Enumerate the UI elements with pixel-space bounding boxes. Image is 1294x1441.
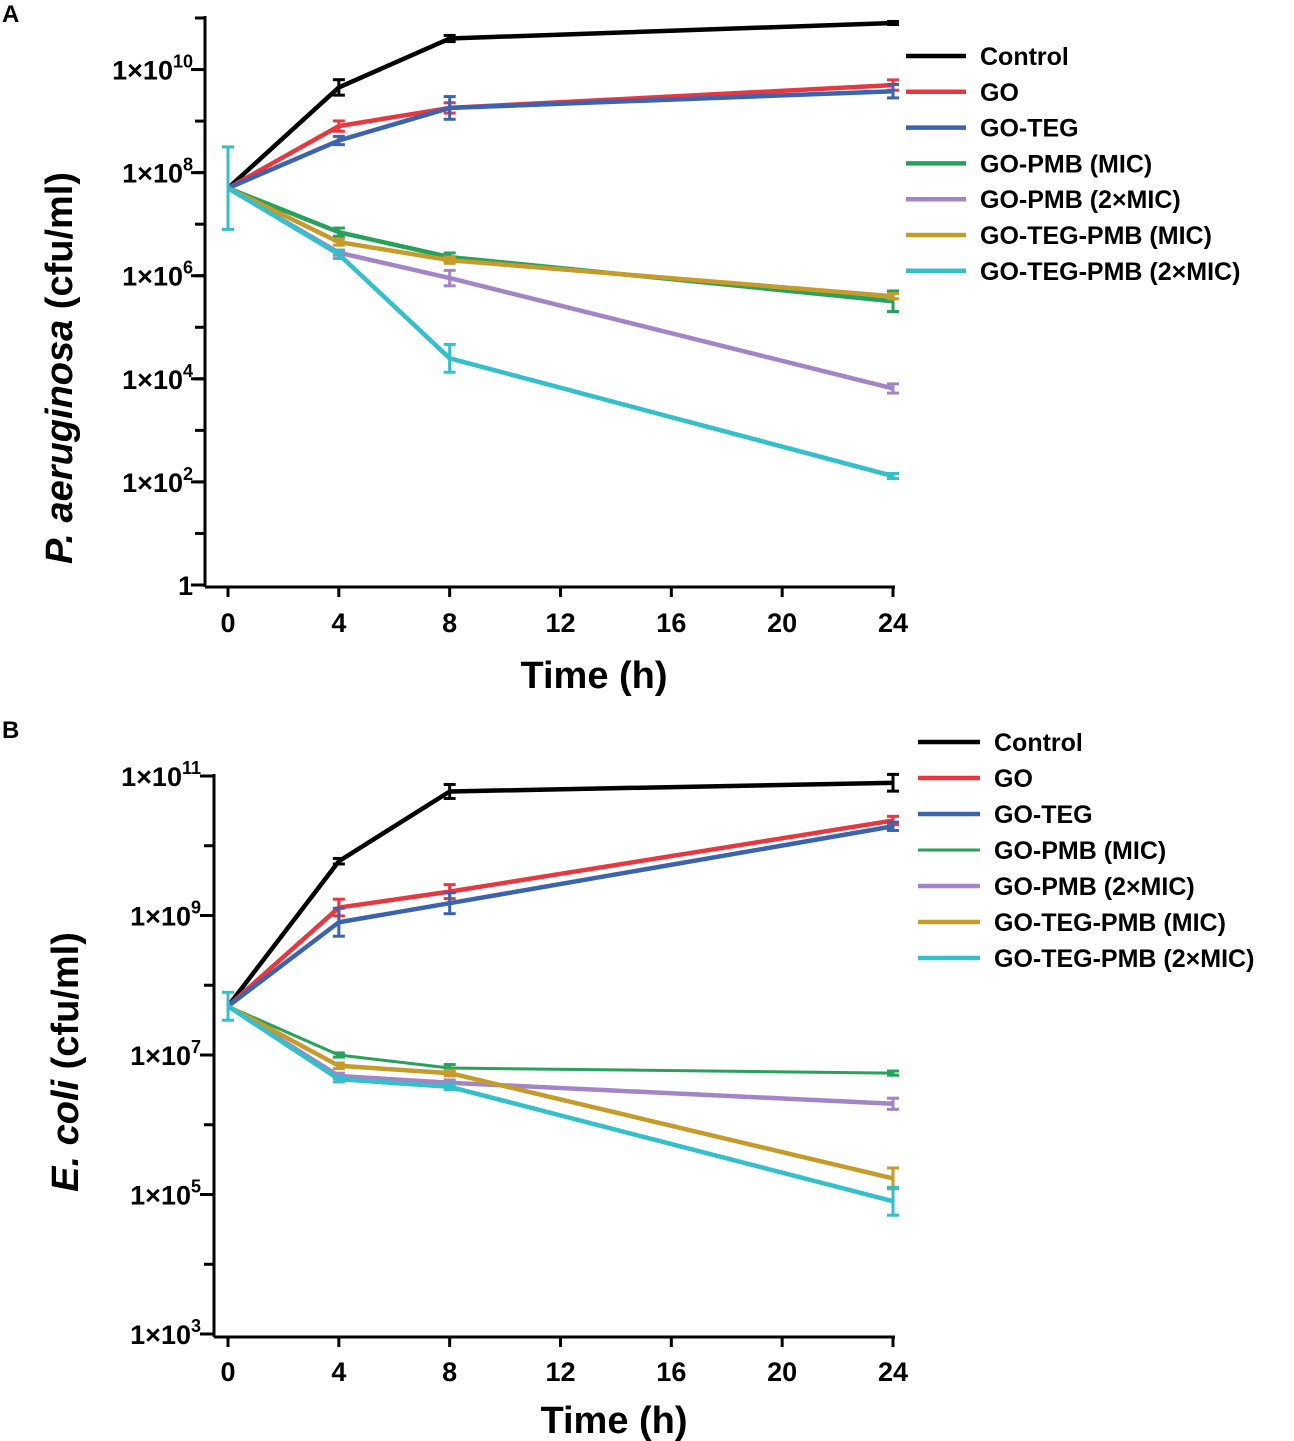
y-axis-title: E. coli (cfu/ml)	[45, 932, 87, 1192]
legend-label: GO-TEG	[994, 801, 1093, 829]
panel-label: B	[2, 717, 19, 744]
series-line	[226, 20, 894, 190]
legend-label: GO-PMB (MIC)	[994, 837, 1166, 865]
series-line	[226, 1004, 894, 1204]
x-tick-label: 16	[656, 1357, 686, 1387]
series-line	[226, 824, 894, 1009]
legend-label: GO-TEG-PMB (MIC)	[994, 909, 1226, 937]
legend-label: GO	[994, 765, 1033, 793]
y-tick-label: 1×1010	[112, 52, 193, 86]
series-line	[227, 88, 894, 191]
series-line	[227, 186, 894, 299]
y-tick-label: 1×107	[130, 1037, 201, 1071]
y-tick-label: 1×102	[122, 464, 193, 498]
series-control	[226, 19, 899, 190]
series-line	[226, 186, 894, 479]
legend-label: Control	[994, 729, 1083, 757]
series-go-teg	[226, 820, 899, 1009]
x-tick-label: 12	[545, 1357, 575, 1387]
y-tick-label: 1	[178, 571, 193, 601]
y-tick-label: 1×104	[122, 361, 193, 395]
series-line	[226, 82, 894, 191]
series-control	[226, 772, 899, 1008]
y-tick-label: 1×103	[130, 1316, 201, 1350]
x-axis-title: Time (h)	[520, 655, 667, 697]
x-tick-label: 24	[878, 1357, 908, 1387]
panel-label: A	[2, 1, 19, 28]
x-tick-label: 20	[767, 608, 797, 638]
legend-label: GO	[980, 79, 1019, 107]
x-tick-label: 20	[767, 1357, 797, 1387]
x-tick-label: 12	[545, 608, 575, 638]
x-tick-label: 4	[331, 608, 346, 638]
x-tick-label: 16	[656, 608, 686, 638]
x-tick-label: 0	[220, 1357, 235, 1387]
x-tick-label: 24	[878, 608, 908, 638]
legend-label: GO-TEG-PMB (2×MIC)	[994, 945, 1254, 973]
legend: Control GO GO-TEG GO-PMB (MIC) GO-PMB (2×MIC…	[906, 43, 1240, 286]
y-tick-label: 1×106	[122, 258, 193, 292]
series-go-pmb-mic-	[227, 1004, 899, 1077]
series-go-teg-pmb-2-mic-	[222, 145, 899, 481]
y-tick-label: 1×1011	[121, 758, 201, 792]
y-tick-label: 1×108	[122, 155, 193, 189]
series-line	[226, 818, 894, 1008]
series-go-teg	[227, 83, 899, 191]
series-line	[226, 1004, 894, 1181]
legend-label: GO-TEG	[980, 115, 1079, 143]
series-line	[227, 1004, 894, 1075]
x-tick-label: 0	[220, 608, 235, 638]
y-tick-label: 1×105	[130, 1177, 201, 1211]
x-axis-title: Time (h)	[540, 1400, 687, 1441]
legend-label: GO-TEG-PMB (MIC)	[980, 222, 1212, 250]
panel-a: A 0 4 8 12 16 20 24 1 1×102 1×104 1×106 1×108 1×1010 T…	[2, 1, 1240, 697]
series-line	[226, 780, 894, 1008]
legend: Control GO GO-TEG GO-PMB (MIC) GO-PMB (2×MIC…	[918, 729, 1254, 973]
x-tick-label: 4	[331, 1357, 346, 1387]
legend-label: GO-PMB (2×MIC)	[980, 186, 1181, 214]
series-line	[226, 1004, 894, 1107]
legend-label: GO-PMB (2×MIC)	[994, 873, 1195, 901]
y-tick-label: 1×109	[130, 898, 201, 932]
x-tick-label: 8	[442, 1357, 457, 1387]
legend-label: GO-PMB (MIC)	[980, 150, 1152, 178]
legend-label: Control	[980, 43, 1069, 71]
legend-label: GO-TEG-PMB (2×MIC)	[980, 258, 1240, 286]
panel-b: B 0 4 8 12 16 20 24 1×103 1×105 1×107 1×109 1×1011 Ti…	[2, 717, 1254, 1441]
x-tick-label: 8	[442, 608, 457, 638]
y-axis-title: P. aeruginosa (cfu/ml)	[39, 172, 81, 564]
series-go-teg-pmb-mic-	[227, 186, 899, 301]
series-go-teg-pmb-2-mic-	[222, 990, 899, 1217]
